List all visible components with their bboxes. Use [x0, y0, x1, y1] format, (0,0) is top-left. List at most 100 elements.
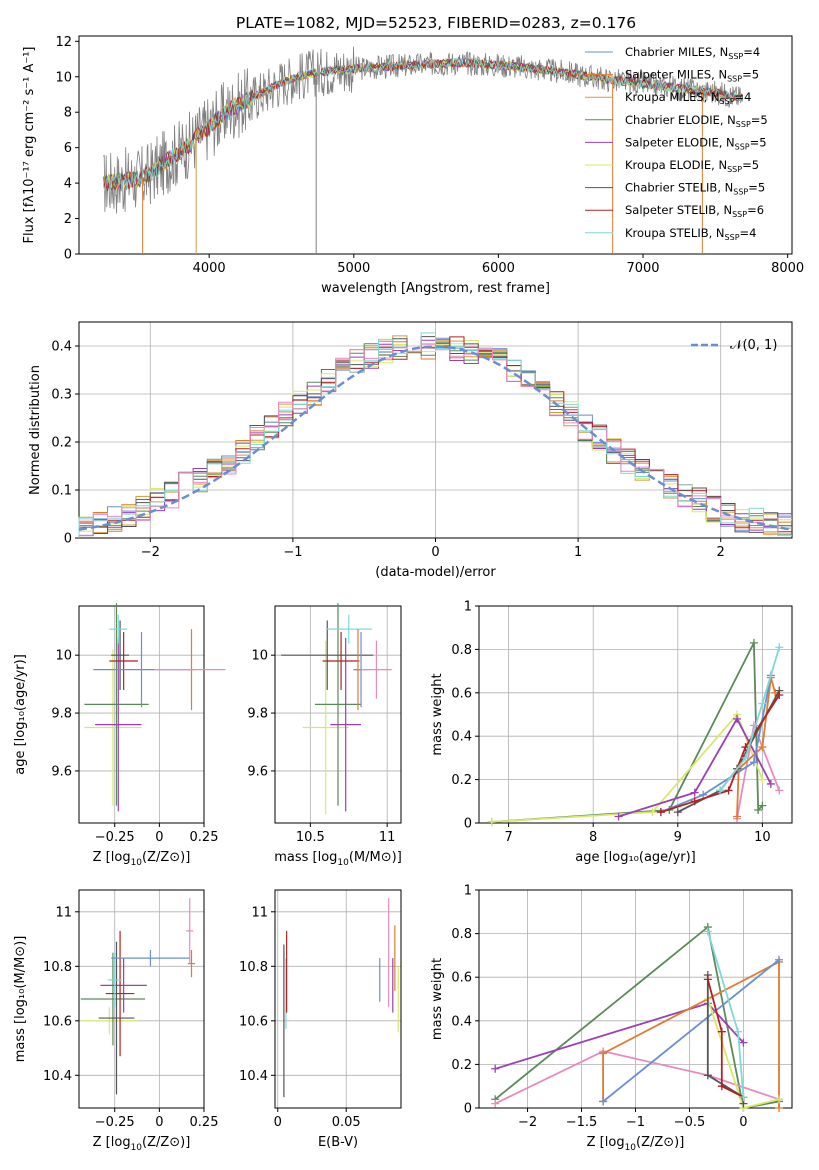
x-axis-label: Z [log10(Z/Z⊙)] [587, 1135, 685, 1153]
residual-histogram-step [78, 343, 792, 538]
x-tick-label: 7 [504, 830, 512, 845]
mass-weight-line [602, 959, 780, 1103]
x-tick-label: −0.25 [95, 1115, 135, 1130]
y-tick-label: 0.2 [451, 1058, 472, 1073]
y-tick-label: 0.1 [51, 484, 72, 499]
figure-title: PLATE=1082, MJD=52523, FIBERID=0283, z=0… [236, 14, 636, 32]
legend-label-tail: =4 [735, 90, 752, 104]
mass-weight-marker [741, 753, 750, 762]
mass-weight-marker [739, 1093, 748, 1102]
x-tick-label: 8 [589, 830, 597, 845]
y-tick-label: 0.6 [451, 971, 472, 986]
mass-weight-marker [775, 690, 784, 699]
x-tick-label: 2 [717, 545, 725, 560]
x-tick-label: 10 [754, 830, 771, 845]
y-tick-label: 10.4 [43, 1069, 72, 1084]
mass-weight-marker [754, 805, 763, 814]
mass-weight-marker [599, 1097, 608, 1106]
mass-weight-marker [673, 808, 682, 817]
x-tick-label: 10.5 [296, 830, 325, 845]
legend-entry: Salpeter ELODIE, NSSP=5 [625, 135, 767, 151]
mass-weight-marker [775, 786, 784, 795]
axes-frame [78, 889, 205, 1109]
x-tick-label: 1 [574, 545, 582, 560]
legend-label-tail: =5 [750, 135, 767, 149]
legend-entry: Kroupa STELIB, NSSP=4 [625, 226, 756, 242]
x-tick-label: −1 [626, 1115, 645, 1130]
legend-entry: Salpeter STELIB, NSSP=6 [625, 203, 764, 219]
legend-entry: Chabrier STELIB, NSSP=5 [625, 181, 765, 197]
legend-label-tail: =5 [751, 113, 768, 127]
x-axis-label-tail: (Z/Z⊙)] [142, 1135, 190, 1150]
mass-weight-marker [614, 812, 623, 821]
mass-weight-marker [734, 1027, 743, 1036]
y-axis-label: age [log₁₀(age/yr)] [13, 654, 28, 775]
mass-weight-marker [703, 927, 712, 936]
legend-label: Chabrier MILES, N [625, 45, 728, 59]
legend-label-tail: =4 [740, 226, 757, 240]
mass-weight-marker [749, 758, 758, 767]
axes-frame [274, 889, 402, 1109]
y-tick-label: 10.4 [239, 1069, 268, 1084]
legend-label-sub: SSP [733, 188, 748, 197]
mass-weight-marker [703, 1071, 712, 1080]
x-axis-label-sub: 10 [131, 1143, 143, 1153]
x-axis-label-tail: (M/M⊙)] [349, 850, 402, 865]
mass-vs-ebv-panel: 0 0.05 10.4 10.6 10.8 11 E(B-V) [239, 889, 402, 1150]
y-tick-label: 9.6 [247, 764, 268, 779]
y-axis-label: mass weight [430, 958, 445, 1040]
x-tick-label: 0 [739, 1115, 747, 1130]
normal-reference-curve [78, 345, 793, 531]
y-tick-label: 10 [55, 70, 72, 85]
y-tick-label: 0 [64, 248, 72, 263]
x-tick-label: 9 [674, 830, 682, 845]
mass-weight-line [494, 1002, 745, 1070]
weight-vs-Z-panel: −2 −1.5 −1 −0.5 0 0 0.2 0.4 0.6 0.8 1 Z [log10(Z/Z⊙… [430, 884, 793, 1153]
x-tick-label: 0 [155, 1115, 163, 1130]
legend-label: Kroupa ELODIE, N [625, 158, 727, 172]
x-axis-label-sub: 10 [131, 858, 143, 868]
mass-weight-marker [733, 714, 742, 723]
x-axis-label-sub: 10 [625, 1143, 637, 1153]
residuals-panel: −2 −1 0 1 2 0 0.1 0.2 0.3 0.4 (data-model)/error No… [28, 321, 793, 580]
mass-weight-line [660, 694, 781, 813]
x-tick-label: 7000 [626, 261, 659, 276]
legend-label-tail: =4 [743, 45, 760, 59]
legend-label: 𝒩(0, 1) [730, 338, 777, 353]
mass-weight-marker [758, 743, 767, 752]
mass-weight-marker [703, 975, 712, 984]
mass-weight-marker [758, 801, 767, 810]
x-tick-label: −1.5 [566, 1115, 598, 1130]
axes-frame [78, 35, 793, 255]
legend-label-sub: SSP [735, 142, 750, 151]
mass-weight-marker [648, 808, 657, 817]
y-tick-label: 10.6 [43, 1014, 72, 1029]
y-tick-label: 0.2 [51, 436, 72, 451]
x-tick-label: 0 [274, 1115, 282, 1130]
x-tick-label: −2 [141, 545, 160, 560]
mass-weight-marker [690, 788, 699, 797]
legend-label-sub: SSP [727, 165, 742, 174]
x-tick-label: 0.05 [332, 1115, 361, 1130]
legend-entry: Chabrier ELODIE, NSSP=5 [625, 113, 768, 129]
y-tick-label: 0.4 [451, 1014, 472, 1029]
y-tick-label: 1 [464, 884, 472, 899]
x-axis-label: Z [log10(Z/Z⊙)] [93, 1135, 191, 1153]
x-axis-label-tail: (Z/Z⊙)] [142, 850, 190, 865]
x-tick-label: −0.25 [95, 830, 135, 845]
legend-label: Salpeter MILES, N [625, 68, 727, 82]
legend-label-sub: SSP [728, 52, 743, 61]
mass-weight-marker [491, 1064, 500, 1073]
y-tick-label: 0.8 [451, 643, 472, 658]
x-tick-label: 4000 [193, 261, 226, 276]
x-tick-label: 0.25 [190, 1115, 219, 1130]
mass-weight-line [706, 979, 744, 1098]
mass-vs-Z-panel: −0.25 0 0.25 10.4 10.6 10.8 11 Z [log10(Z/Z⊙)] m… [13, 889, 219, 1153]
legend-entry: Chabrier MILES, NSSP=4 [625, 45, 760, 61]
mass-weight-marker [758, 775, 767, 784]
mass-weight-marker [766, 779, 775, 788]
residual-histogram-step [78, 332, 792, 538]
model-spectrum-line [103, 57, 744, 191]
